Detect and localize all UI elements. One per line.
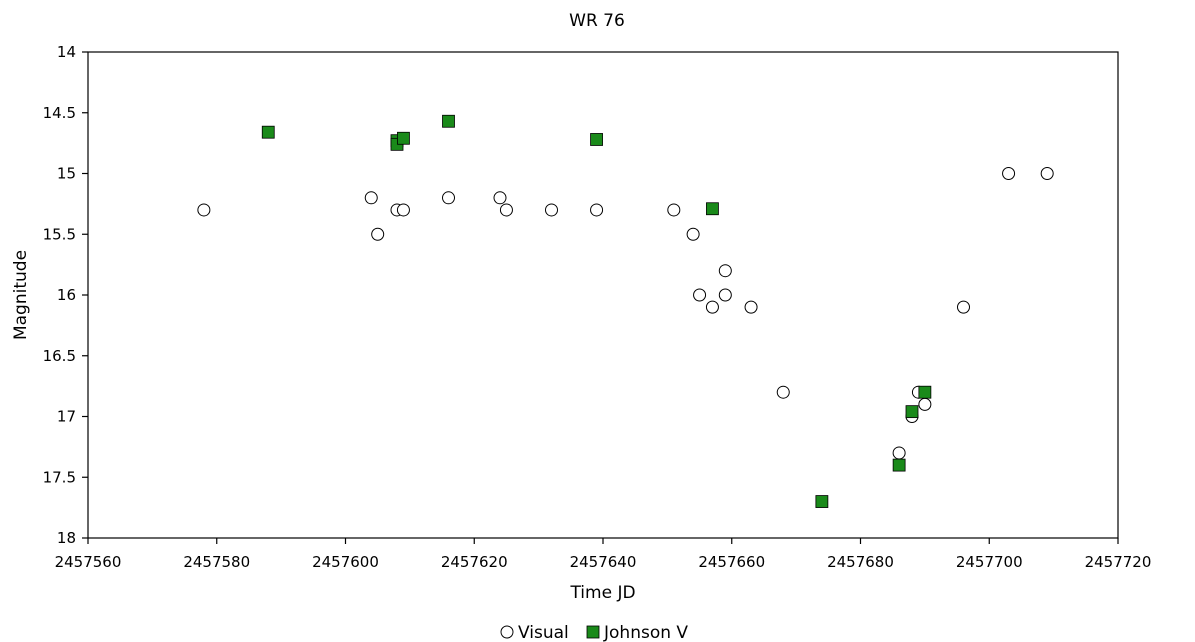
x-tick-label: 2457720 [1085, 553, 1152, 571]
visual-point [442, 191, 455, 205]
y-tick-label: 15 [57, 165, 76, 183]
y-tick-label: 14 [57, 43, 76, 61]
visual-point [499, 203, 513, 217]
johnson-v-point [442, 114, 455, 128]
visual-point [1040, 167, 1054, 180]
visual-point [396, 203, 410, 217]
y-tick-label: 17 [57, 408, 76, 426]
y-axis-title: Magnitude [11, 250, 31, 340]
visual-point [197, 203, 211, 217]
visual-point [744, 300, 758, 314]
x-tick-label: 2457580 [183, 553, 250, 571]
y-tick-label: 14.5 [43, 104, 76, 122]
johnson-v-point [397, 131, 410, 145]
visual-point [957, 300, 970, 314]
visual-point [705, 300, 719, 314]
plot-area [87, 51, 1119, 539]
y-axis: 14 14.5 15 15.5 16 16.5 17 17.5 18 [43, 43, 88, 547]
visual-point [545, 203, 558, 217]
johnson-v-point [261, 125, 275, 139]
x-tick-label: 2457620 [441, 553, 508, 571]
visual-point [371, 227, 385, 241]
series-johnson-v [261, 114, 932, 508]
visual-point [693, 288, 707, 302]
visual-point [686, 227, 700, 241]
visual-point [918, 397, 932, 411]
y-tick-label: 15.5 [43, 225, 76, 243]
x-tick-label: 2457660 [698, 553, 765, 571]
johnson-v-point [905, 405, 919, 419]
legend-visual-marker [500, 625, 514, 639]
legend-johnson-v-marker [586, 625, 600, 639]
legend-visual-label: Visual [518, 623, 569, 642]
y-tick-label: 17.5 [43, 468, 76, 486]
visual-point [776, 385, 790, 399]
y-tick-label: 16 [57, 286, 76, 304]
x-tick-label: 2457680 [827, 553, 894, 571]
visual-point [718, 288, 732, 302]
x-tick-label: 2457700 [956, 553, 1023, 571]
x-tick-label: 2457600 [312, 553, 379, 571]
visual-point [667, 203, 681, 217]
x-tick-label: 2457640 [570, 553, 637, 571]
johnson-v-point [815, 495, 829, 508]
johnson-v-point [590, 133, 603, 146]
x-tick-label: 2457560 [55, 553, 122, 571]
chart-title: WR 76 [569, 11, 625, 31]
visual-point [892, 446, 906, 460]
y-tick-label: 16.5 [43, 347, 76, 365]
x-axis: 2457560 2457580 2457600 2457620 2457640 24576… [55, 538, 1152, 571]
johnson-v-point [892, 458, 906, 472]
x-axis-title: Time JD [569, 583, 635, 603]
visual-point [718, 264, 732, 278]
johnson-v-point [706, 202, 719, 216]
visual-point [493, 191, 507, 205]
y-tick-label: 18 [57, 529, 76, 547]
legend: Visual Johnson V [500, 623, 688, 642]
visual-point [364, 191, 378, 205]
johnson-v-point [918, 385, 932, 399]
visual-point [1002, 167, 1016, 180]
series-visual [197, 167, 1054, 460]
legend-johnson-v-label: Johnson V [603, 623, 688, 642]
visual-point [590, 203, 604, 217]
